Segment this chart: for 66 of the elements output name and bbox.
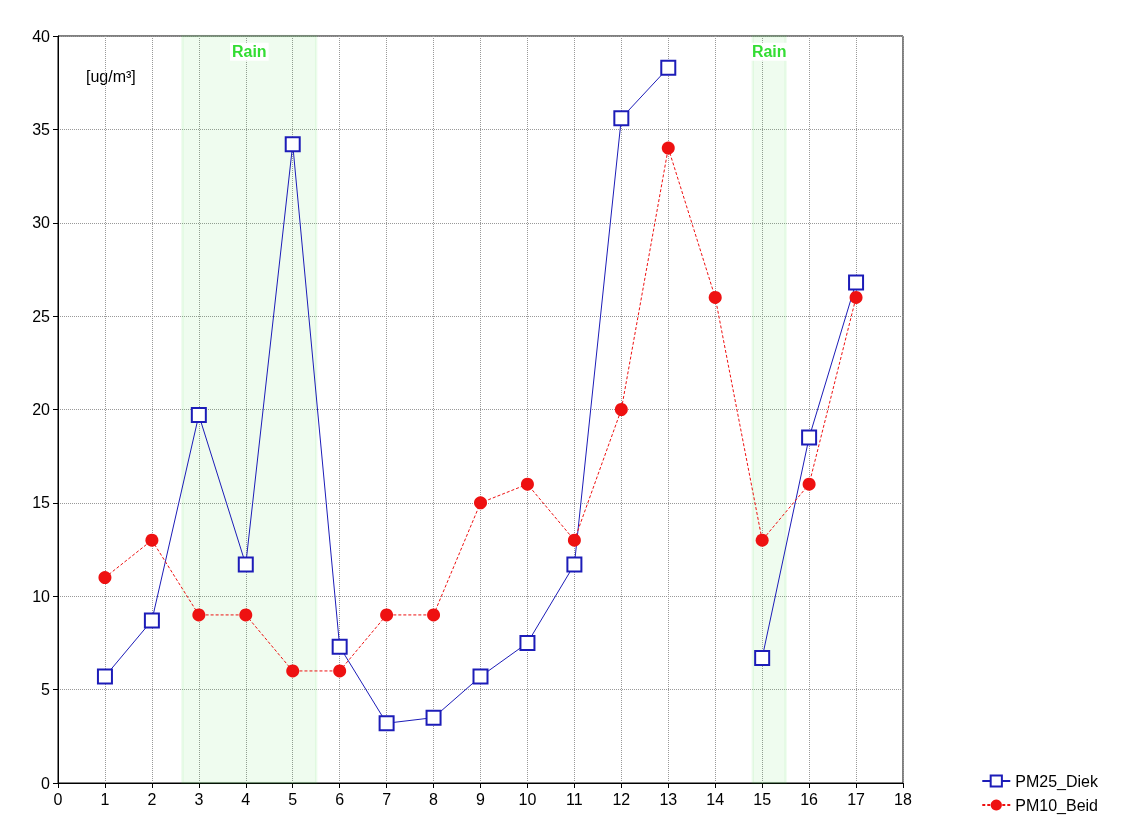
point	[520, 477, 534, 491]
x-tick-label: 18	[894, 790, 912, 808]
point	[333, 664, 347, 678]
point	[190, 407, 207, 424]
band-label: Rain	[751, 43, 787, 61]
legend-label: PM25_Diek	[1015, 772, 1099, 791]
point	[754, 649, 771, 666]
x-tick-label: 7	[382, 790, 392, 808]
x-tick-label: 14	[706, 790, 725, 808]
point	[519, 634, 536, 651]
point	[801, 429, 818, 446]
y-tick-label: 15	[32, 494, 51, 512]
point	[331, 638, 348, 655]
y-tick-label: 0	[41, 774, 51, 792]
point	[660, 59, 677, 76]
point	[708, 290, 722, 304]
x-tick-label: 16	[800, 790, 819, 808]
x-tick-label: 6	[335, 790, 345, 808]
y-tick-label: 30	[32, 214, 51, 232]
x-tick-label: 0	[53, 790, 63, 808]
point	[98, 571, 112, 585]
point	[239, 608, 253, 622]
legend-label: PM10_Beid	[1015, 796, 1098, 815]
y-tick-label: 40	[32, 27, 51, 45]
point	[566, 556, 583, 573]
point	[237, 556, 254, 573]
point	[143, 612, 160, 629]
point	[96, 668, 113, 685]
point	[802, 477, 816, 491]
point	[567, 533, 581, 547]
point	[613, 110, 630, 127]
point	[425, 709, 442, 726]
point	[474, 496, 487, 510]
y-tick-label: 5	[41, 681, 51, 699]
point	[286, 664, 300, 678]
x-tick-label: 9	[476, 790, 486, 808]
point	[192, 608, 206, 622]
x-tick-label: 4	[241, 790, 251, 808]
point	[614, 403, 628, 416]
x-tick-label: 1	[100, 790, 110, 808]
y-axis-title: [ug/m³]	[86, 67, 136, 85]
point	[661, 141, 675, 155]
x-tick-label: 3	[194, 790, 204, 808]
x-tick-label: 11	[566, 790, 583, 808]
point	[848, 274, 865, 291]
band-label: Rain	[231, 43, 267, 61]
y-tick-label: 20	[32, 401, 51, 418]
x-tick-label: 10	[518, 790, 537, 808]
point	[380, 608, 394, 622]
point	[284, 136, 301, 153]
x-tick-label: 12	[612, 790, 631, 808]
point	[145, 533, 159, 547]
point	[378, 715, 395, 732]
y-tick-label: 10	[32, 587, 51, 605]
x-tick-label: 5	[288, 790, 298, 808]
y-tick-label: 35	[32, 120, 51, 138]
point	[427, 608, 441, 622]
x-tick-label: 2	[147, 790, 157, 808]
x-tick-label: 15	[753, 790, 772, 808]
x-tick-label: 8	[429, 790, 439, 808]
point	[849, 290, 863, 304]
point	[472, 668, 489, 685]
x-tick-label: 17	[847, 790, 866, 808]
y-tick-label: 25	[32, 307, 51, 325]
point	[755, 533, 769, 547]
x-tick-label: 13	[659, 790, 678, 808]
